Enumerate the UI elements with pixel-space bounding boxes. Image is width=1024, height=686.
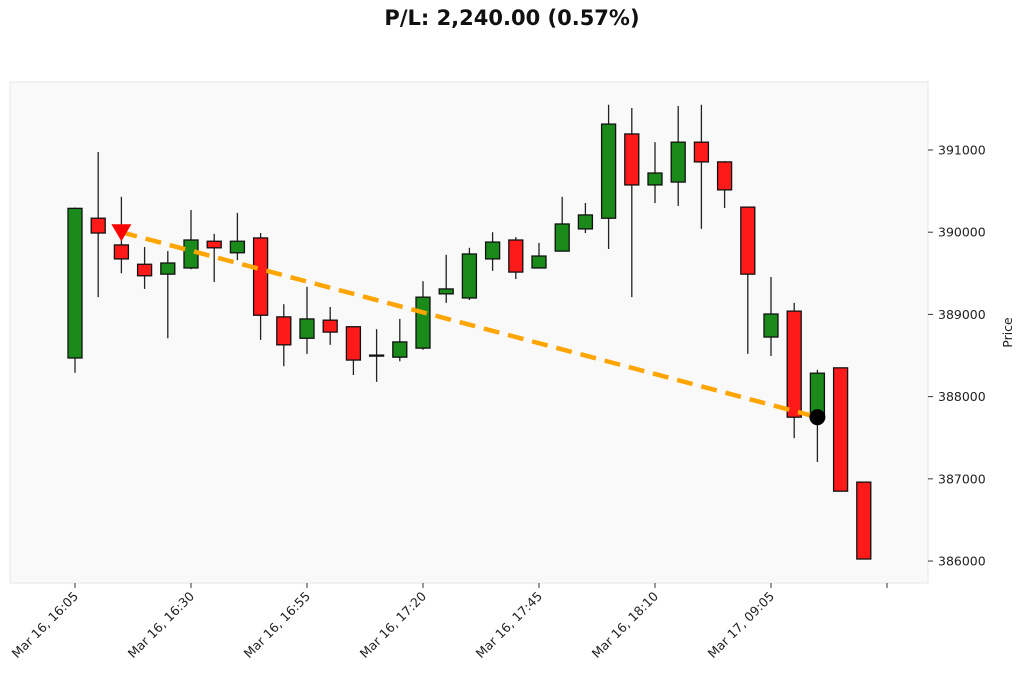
entry-marker-triangle	[111, 224, 132, 242]
exit-marker-circle	[809, 409, 826, 426]
candle-up	[763, 313, 779, 338]
x-tick-label: Mar 16, 17:20	[357, 588, 429, 660]
candle-down	[624, 133, 640, 186]
candle-down	[786, 310, 802, 418]
y-tick-label: 388000	[938, 389, 986, 404]
x-tick-label: Mar 16, 16:05	[9, 589, 81, 661]
candle-down	[345, 326, 362, 361]
y-axis-label: Price	[1000, 317, 1015, 348]
candle-up	[647, 172, 663, 186]
candle-up	[577, 214, 594, 230]
candle-down	[252, 237, 269, 316]
x-tick-label: Mar 16, 16:30	[125, 588, 197, 660]
candle-up	[392, 341, 408, 358]
candle-up	[554, 223, 570, 252]
candle-down	[322, 319, 338, 333]
candle-down	[856, 481, 872, 560]
candle-down	[740, 206, 756, 275]
candle-down	[716, 161, 733, 191]
candle-up	[67, 207, 83, 359]
candle-up	[438, 288, 454, 295]
candle-up	[160, 262, 176, 275]
candle-up	[299, 318, 315, 339]
candle-up	[415, 296, 431, 349]
chart-title: P/L: 2,240.00 (0.57%)	[384, 6, 640, 30]
x-tick-label: Mar 16, 16:55	[241, 589, 313, 661]
candle-down	[693, 141, 710, 163]
candle-up	[229, 240, 246, 254]
candle-down	[832, 367, 849, 492]
y-tick-label: 387000	[938, 471, 986, 486]
y-tick-label: 391000	[938, 142, 986, 157]
candle-up	[484, 241, 501, 260]
x-tick-label: Mar 16, 18:10	[589, 588, 661, 660]
y-tick-label: 390000	[938, 225, 986, 240]
candle-up	[600, 123, 617, 219]
x-tick-label: Mar 17, 09:05	[705, 589, 777, 661]
candle-up	[368, 354, 385, 357]
candle-up	[670, 141, 686, 183]
y-tick-label: 389000	[938, 307, 986, 322]
y-tick-label: 386000	[938, 554, 986, 569]
candle-down	[90, 217, 106, 234]
candle-down	[136, 263, 153, 277]
candle-down	[206, 240, 222, 249]
x-tick-label: Mar 16, 17:45	[473, 589, 545, 661]
candle-down	[508, 239, 524, 273]
candle-down	[113, 244, 130, 260]
candle-down	[276, 316, 292, 346]
trade-line	[120, 230, 818, 420]
candle-up	[531, 255, 547, 269]
candle-up	[461, 253, 478, 299]
